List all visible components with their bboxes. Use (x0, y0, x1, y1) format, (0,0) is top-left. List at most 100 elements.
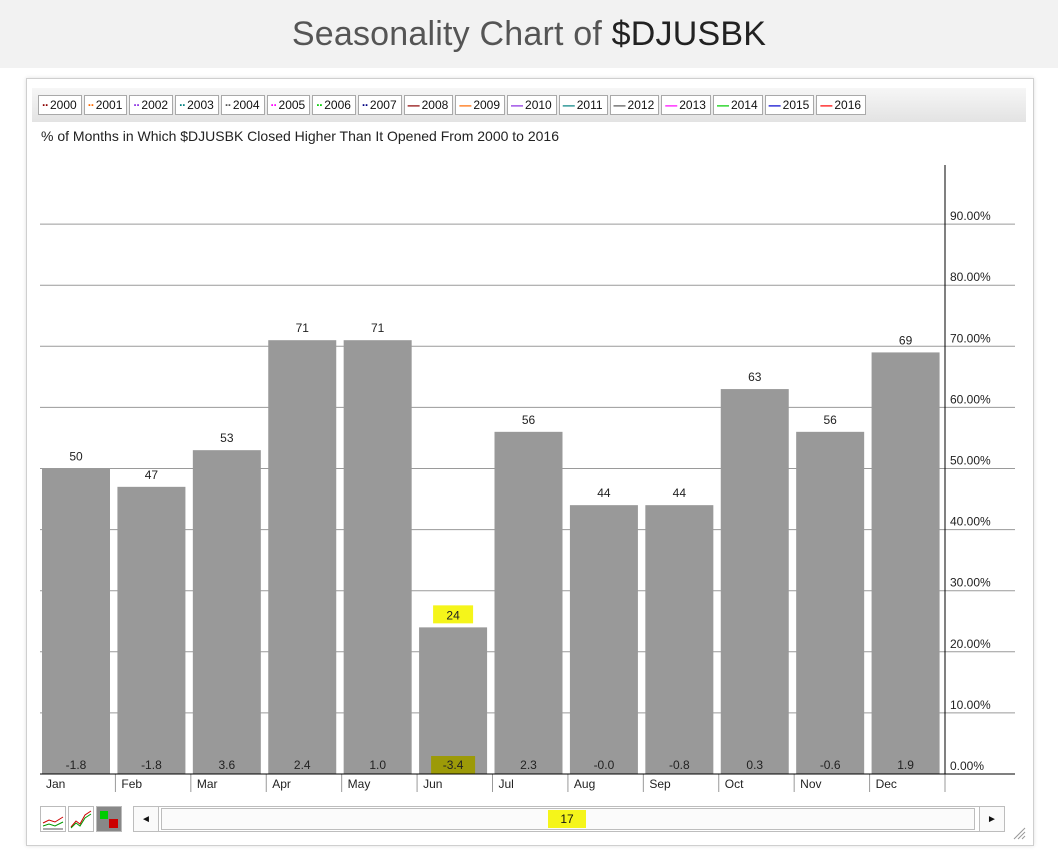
legend-year-label: 2009 (473, 98, 501, 112)
bar (645, 505, 714, 774)
y-tick-label: 60.00% (950, 392, 991, 406)
legend-swatch-icon: — (768, 98, 781, 112)
legend-item-2006[interactable]: ·· 2006 (312, 95, 356, 115)
legend-year-label: 2010 (525, 98, 552, 112)
bar-value-label: 56 (522, 413, 536, 427)
legend-year-label: 2000 (50, 98, 77, 112)
month-label: May (348, 777, 371, 791)
legend-item-2001[interactable]: ·· 2001 (83, 95, 128, 115)
years-count-badge: 17 (548, 810, 586, 828)
y-tick-label: 40.00% (950, 515, 991, 529)
avg-return-label: 2.3 (520, 758, 537, 772)
month-label: Jan (46, 777, 65, 791)
bar (42, 468, 110, 774)
legend-item-2003[interactable]: ·· 2003 (175, 95, 219, 115)
legend-swatch-icon: ·· (133, 98, 140, 112)
bar-value-label: 50 (69, 450, 83, 464)
bar (494, 431, 563, 774)
legend-item-2000[interactable]: ·· 2000 (38, 95, 82, 115)
legend-year-label: 2006 (324, 98, 351, 112)
legend-year-label: 2004 (232, 98, 260, 112)
legend-swatch-icon: ·· (270, 98, 278, 112)
bar (569, 505, 638, 774)
month-label: Dec (876, 777, 897, 791)
legend-year-label: 2013 (679, 98, 706, 112)
bar (720, 389, 789, 774)
avg-return-label: 0.3 (746, 758, 763, 772)
legend-item-2012[interactable]: —2012 (609, 95, 660, 115)
bar-chart-icon[interactable] (96, 806, 122, 832)
avg-return-label: -0.6 (820, 758, 841, 772)
legend-item-2011[interactable]: —2011 (558, 95, 608, 115)
y-tick-label: 90.00% (950, 209, 991, 223)
bar-chart-icon-graphic (100, 811, 118, 828)
legend-year-label: 2007 (369, 98, 397, 112)
legend-item-2008[interactable]: —2008 (403, 95, 454, 115)
legend-swatch-icon: — (511, 98, 524, 112)
page-title-prefix: Seasonality Chart of (291, 14, 612, 53)
legend-item-2013[interactable]: —2013 (661, 95, 711, 115)
legend-swatch-icon: ·· (179, 98, 186, 112)
year-legend: ·· 2000 ·· 2001 ·· 2002 ·· 2003 ·· 2004 ·· 2005 ·· 20… (38, 95, 868, 117)
performance-chart-icon-graphic (70, 810, 92, 829)
legend-swatch-icon: — (665, 98, 678, 112)
legend-item-2010[interactable]: —2010 (507, 95, 557, 115)
month-label: Jul (499, 777, 514, 791)
bar-value-label: 71 (371, 321, 385, 335)
legend-swatch-icon: ·· (87, 98, 95, 112)
month-label: Oct (725, 777, 744, 791)
legend-item-2005[interactable]: ·· 2005 (266, 95, 311, 115)
page-title: Seasonality Chart of $DJUSBK (292, 15, 766, 54)
legend-item-2014[interactable]: —2014 (712, 95, 763, 115)
avg-return-label: 3.6 (218, 758, 235, 772)
legend-item-2016[interactable]: —2016 (816, 95, 867, 115)
page-header: Seasonality Chart of $DJUSBK (0, 0, 1058, 68)
legend-item-2002[interactable]: ·· 2002 (129, 95, 174, 115)
avg-return-label: -1.8 (141, 758, 162, 772)
legend-item-2015[interactable]: —2015 (764, 95, 815, 115)
resize-grip-icon[interactable] (1012, 826, 1026, 840)
legend-year-label: 2016 (834, 98, 862, 112)
bar (268, 340, 337, 774)
legend-swatch-icon: — (407, 98, 420, 112)
bar-value-label: 56 (823, 413, 837, 427)
bar-value-label: 47 (145, 468, 159, 482)
y-tick-label: 10.00% (950, 698, 991, 712)
legend-year-label: 2014 (730, 98, 758, 112)
legend-swatch-icon: ·· (316, 98, 323, 112)
bar-value-label: 53 (220, 431, 234, 445)
legend-year-label: 2005 (278, 98, 306, 112)
legend-year-label: 2012 (627, 98, 655, 112)
scroll-left-button[interactable]: ◄ (133, 806, 159, 832)
bar-value-label: 71 (296, 321, 310, 335)
bar-value-label: 44 (673, 486, 687, 500)
bar (117, 486, 186, 774)
bar (419, 627, 488, 774)
month-label: Sep (649, 777, 671, 791)
avg-return-label: -0.8 (669, 758, 690, 772)
legend-swatch-icon: — (459, 98, 472, 112)
legend-year-label: 2003 (187, 98, 214, 112)
y-tick-label: 70.00% (950, 331, 991, 345)
avg-return-label: 1.0 (369, 758, 386, 772)
month-label: Aug (574, 777, 595, 791)
legend-swatch-icon: ·· (224, 98, 232, 112)
legend-item-2009[interactable]: —2009 (455, 95, 506, 115)
legend-year-label: 2001 (95, 98, 123, 112)
scroll-right-button[interactable]: ► (979, 806, 1005, 832)
y-tick-label: 50.00% (950, 454, 991, 468)
month-label: Nov (800, 777, 821, 791)
month-label: Apr (272, 777, 291, 791)
value-highlight (433, 605, 474, 624)
bar-value-label: 44 (597, 486, 611, 500)
legend-swatch-icon: — (613, 98, 626, 112)
month-label: Jun (423, 777, 442, 791)
line-chart-icon[interactable] (40, 806, 66, 832)
legend-item-2004[interactable]: ·· 2004 (220, 95, 265, 115)
legend-swatch-icon: — (820, 98, 833, 112)
legend-item-2007[interactable]: ·· 2007 (357, 95, 402, 115)
performance-chart-icon[interactable] (68, 806, 94, 832)
legend-year-label: 2015 (782, 98, 810, 112)
legend-year-label: 2011 (576, 98, 603, 112)
